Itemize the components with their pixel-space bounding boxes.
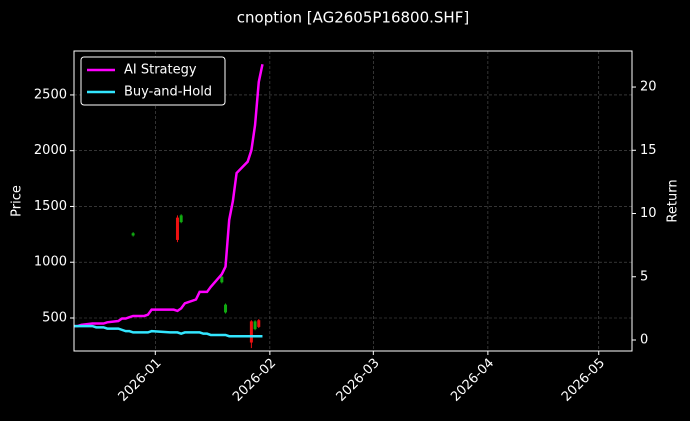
y2-tick-label: 10 [640,206,657,221]
y2-tick-label: 15 [640,143,657,158]
candle-body [224,304,228,313]
candle-body [249,321,253,343]
y-tick-label: 2500 [34,87,67,102]
series-line [74,324,263,338]
y-tick-label: 1500 [34,199,67,214]
y-axis-label: Price [10,185,25,217]
candle-body [253,321,257,330]
x-tick-label: 2026-02 [230,356,279,405]
legend-box [80,56,226,106]
y2-tick-label: 0 [640,332,648,347]
chart-title: cnoption [AG2605P16800.SHF] [237,9,469,27]
legend-label: AI Strategy [124,63,197,78]
candle-body [220,276,224,283]
legend-label: Buy-and-Hold [124,85,212,100]
y2-axis-label: Return [666,179,681,222]
x-tick-label: 2026-05 [559,356,608,405]
x-tick-label: 2026-01 [116,356,165,405]
candle-body [175,217,179,240]
y-tick-label: 1000 [34,255,67,270]
y-tick-label: 2000 [34,143,67,158]
x-tick-label: 2026-04 [448,356,497,405]
candle-body [257,320,261,327]
legend: AI Strategy Buy-and-Hold [80,56,226,106]
series-line [74,64,264,328]
y2-tick-label: 20 [640,80,657,95]
candle-body [179,215,183,223]
plot-frame [73,50,633,352]
y-tick-label: 500 [42,310,67,325]
x-tick-label: 2026-03 [334,356,383,405]
candle-body [131,233,135,236]
y2-tick-label: 5 [640,269,648,284]
